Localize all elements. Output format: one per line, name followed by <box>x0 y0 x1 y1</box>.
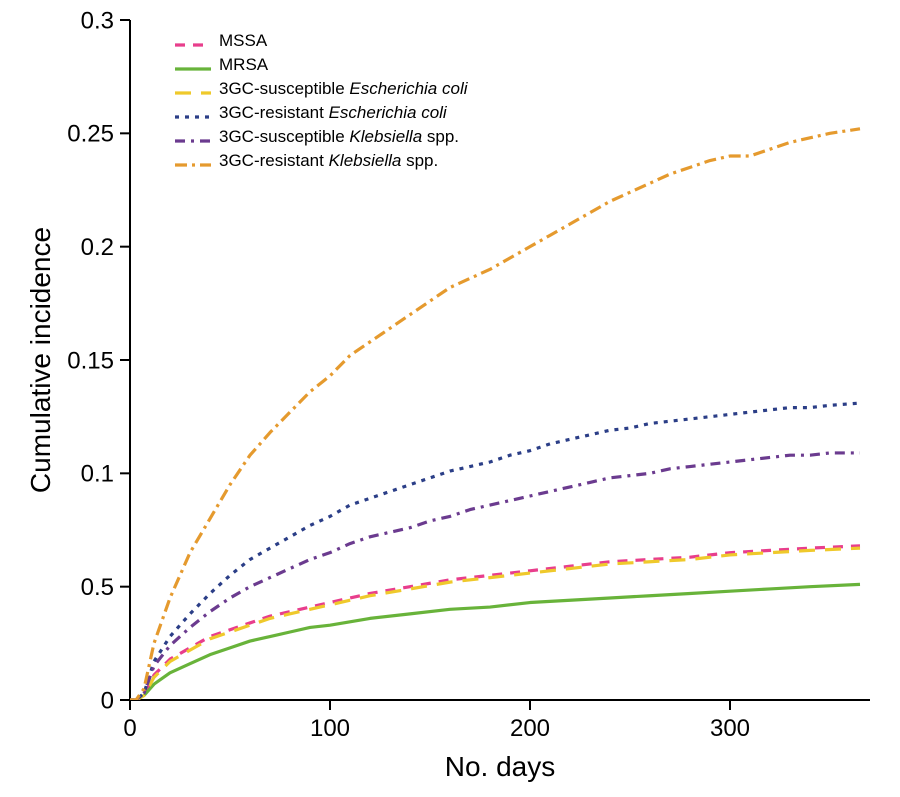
cumulative-incidence-chart: 0 100 200 300 0 0.5 0.1 0.15 0.2 0.25 0.3 No. days C… <box>0 0 900 797</box>
y-tick-label: 0 <box>101 687 114 714</box>
x-tick-label: 300 <box>710 715 750 742</box>
y-tick-label: 0.1 <box>81 461 114 488</box>
legend-label: 3GC-resistant Escherichia coli <box>219 103 619 128</box>
y-axis-label: Cumulative incidence <box>25 227 56 493</box>
x-tick-label: 0 <box>123 715 136 742</box>
x-axis-label: No. days <box>445 751 556 782</box>
plot-area <box>130 129 860 700</box>
legend-label: MSSA <box>219 31 619 56</box>
series-line <box>130 548 860 700</box>
series-line <box>130 584 860 700</box>
y-tick-label: 0.25 <box>67 121 114 148</box>
x-tick-label: 100 <box>310 715 350 742</box>
series-line <box>130 546 860 700</box>
y-tick-label: 0.15 <box>67 347 114 374</box>
legend-label: 3GC-susceptible Escherichia coli <box>219 79 619 104</box>
x-tick-label: 200 <box>510 715 550 742</box>
legend-label: 3GC-resistant Klebsiella spp. <box>219 151 619 176</box>
legend: MSSAMRSA3GC-susceptible Escherichia coli… <box>175 31 619 176</box>
y-tick-label: 0.5 <box>81 574 114 601</box>
legend-label: MRSA <box>219 55 619 80</box>
y-tick-label: 0.2 <box>81 234 114 261</box>
legend-label: 3GC-susceptible Klebsiella spp. <box>219 127 619 152</box>
y-tick-label: 0.3 <box>81 7 114 34</box>
series-line <box>130 129 860 700</box>
